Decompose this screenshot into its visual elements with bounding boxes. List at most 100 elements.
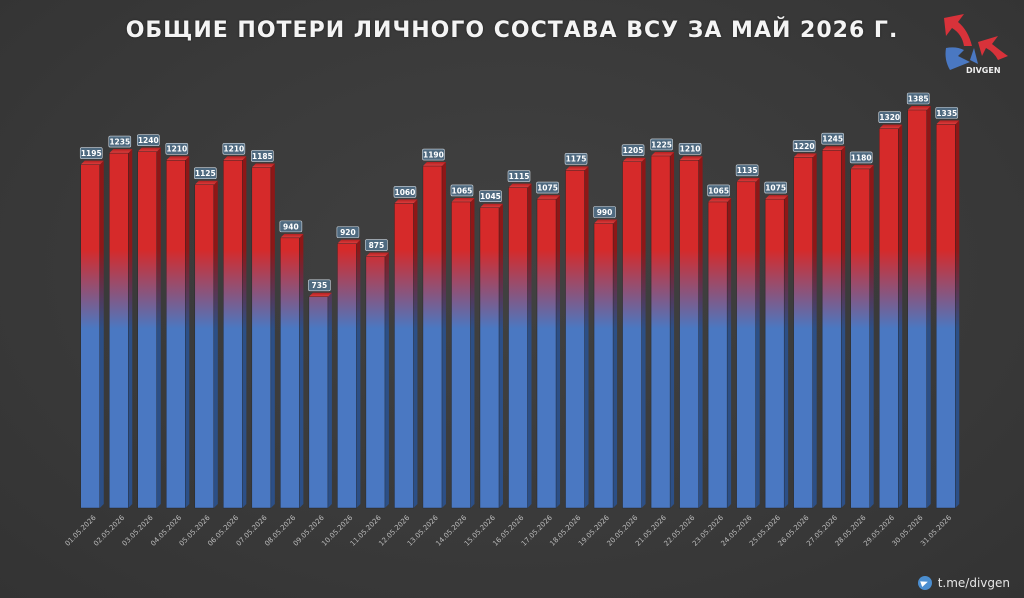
data-label: 1210 <box>678 142 702 155</box>
telegram-icon <box>917 576 932 590</box>
bar-side <box>128 149 133 509</box>
data-label: 1045 <box>479 190 502 203</box>
bar <box>166 156 190 509</box>
bar <box>109 149 133 509</box>
bar <box>394 199 418 509</box>
bar-front <box>251 167 272 509</box>
bar-top <box>622 157 646 162</box>
data-label: 1245 <box>821 132 844 145</box>
bar <box>821 146 846 509</box>
bar <box>194 180 218 509</box>
bar-front <box>508 187 528 509</box>
bar-front <box>793 157 813 509</box>
bar <box>736 177 760 509</box>
bar-front <box>821 150 842 509</box>
data-label-text: 1185 <box>252 152 273 161</box>
bar-front <box>907 109 927 509</box>
bar <box>80 160 104 509</box>
bar-front <box>679 160 699 509</box>
data-label: 1240 <box>136 134 160 146</box>
data-label: 1220 <box>792 140 816 152</box>
data-label-text: 1065 <box>452 186 473 195</box>
footer-link[interactable]: t.me/divgen <box>937 576 1010 590</box>
bar-front <box>422 165 443 509</box>
bar-front <box>565 170 585 509</box>
bar-side <box>299 233 304 508</box>
bar-top <box>537 195 561 200</box>
bar-top <box>565 166 589 171</box>
bar <box>622 157 646 509</box>
data-label: 1235 <box>108 135 132 148</box>
data-label: 875 <box>365 239 388 251</box>
bar <box>280 233 304 509</box>
data-label-text: 1335 <box>936 109 957 118</box>
bar-side <box>185 156 190 508</box>
data-label: 940 <box>279 220 303 233</box>
data-label: 1225 <box>650 138 673 151</box>
data-label: 1135 <box>735 164 759 177</box>
bar-top <box>936 120 960 125</box>
data-label-text: 1175 <box>566 155 587 164</box>
data-label: 1190 <box>422 148 445 161</box>
data-label-text: 1115 <box>509 172 530 181</box>
bar-front <box>879 128 899 509</box>
bar <box>907 106 931 509</box>
bar-side <box>156 147 161 508</box>
bar <box>223 156 247 509</box>
bar-side <box>755 177 760 508</box>
data-label: 1205 <box>621 144 645 157</box>
bar-front <box>736 181 756 509</box>
bar-top <box>422 162 446 167</box>
bar-front <box>850 168 870 509</box>
data-label-text: 1225 <box>651 140 672 149</box>
bar-front <box>394 203 414 509</box>
data-label: 920 <box>336 226 360 238</box>
bar-front <box>764 198 785 509</box>
bar-side <box>841 146 846 508</box>
bar <box>936 120 960 509</box>
bar-top <box>337 239 361 244</box>
bar-side <box>727 197 732 509</box>
bar-top <box>194 180 218 185</box>
bar <box>365 252 389 509</box>
bar-top <box>736 177 760 182</box>
data-label-text: 1195 <box>81 149 102 158</box>
data-label-text: 735 <box>312 281 328 290</box>
bar-side <box>327 292 332 508</box>
bar-top <box>166 156 190 161</box>
bar-top <box>907 106 931 110</box>
bar <box>536 195 561 509</box>
data-label: 1335 <box>935 107 959 119</box>
data-label-text: 1075 <box>537 183 558 192</box>
bar-top <box>765 195 789 200</box>
data-label-text: 1045 <box>480 192 501 201</box>
bar <box>593 219 618 509</box>
bar-side <box>926 106 931 508</box>
bar <box>679 156 703 509</box>
data-label: 735 <box>308 279 331 292</box>
logo-text: DIVGEN <box>966 66 1001 75</box>
data-label-text: 990 <box>597 208 613 217</box>
bar-top <box>394 199 418 204</box>
bar-front <box>479 207 500 509</box>
x-tick-label: 31.05.2026 <box>919 513 953 547</box>
bar-front <box>593 223 614 509</box>
bar-side <box>270 163 275 508</box>
chart-title: ОБЩИЕ ПОТЕРИ ЛИЧНОГО СОСТАВА ВСУ ЗА МАЙ … <box>125 18 899 43</box>
data-label-text: 1235 <box>109 138 130 147</box>
footer: t.me/divgen <box>917 576 1010 590</box>
bar-side <box>869 164 874 509</box>
bar-side <box>384 252 389 508</box>
bar <box>707 197 732 509</box>
bar-side <box>812 153 817 508</box>
bar <box>650 151 675 509</box>
data-label-text: 1210 <box>680 145 701 154</box>
bar-top <box>109 149 133 154</box>
bar-top <box>850 164 874 169</box>
bar-front <box>109 152 129 509</box>
data-label: 1210 <box>222 142 246 155</box>
bar-side <box>498 203 503 508</box>
data-label-text: 1210 <box>166 145 187 154</box>
bar-side <box>527 183 532 509</box>
